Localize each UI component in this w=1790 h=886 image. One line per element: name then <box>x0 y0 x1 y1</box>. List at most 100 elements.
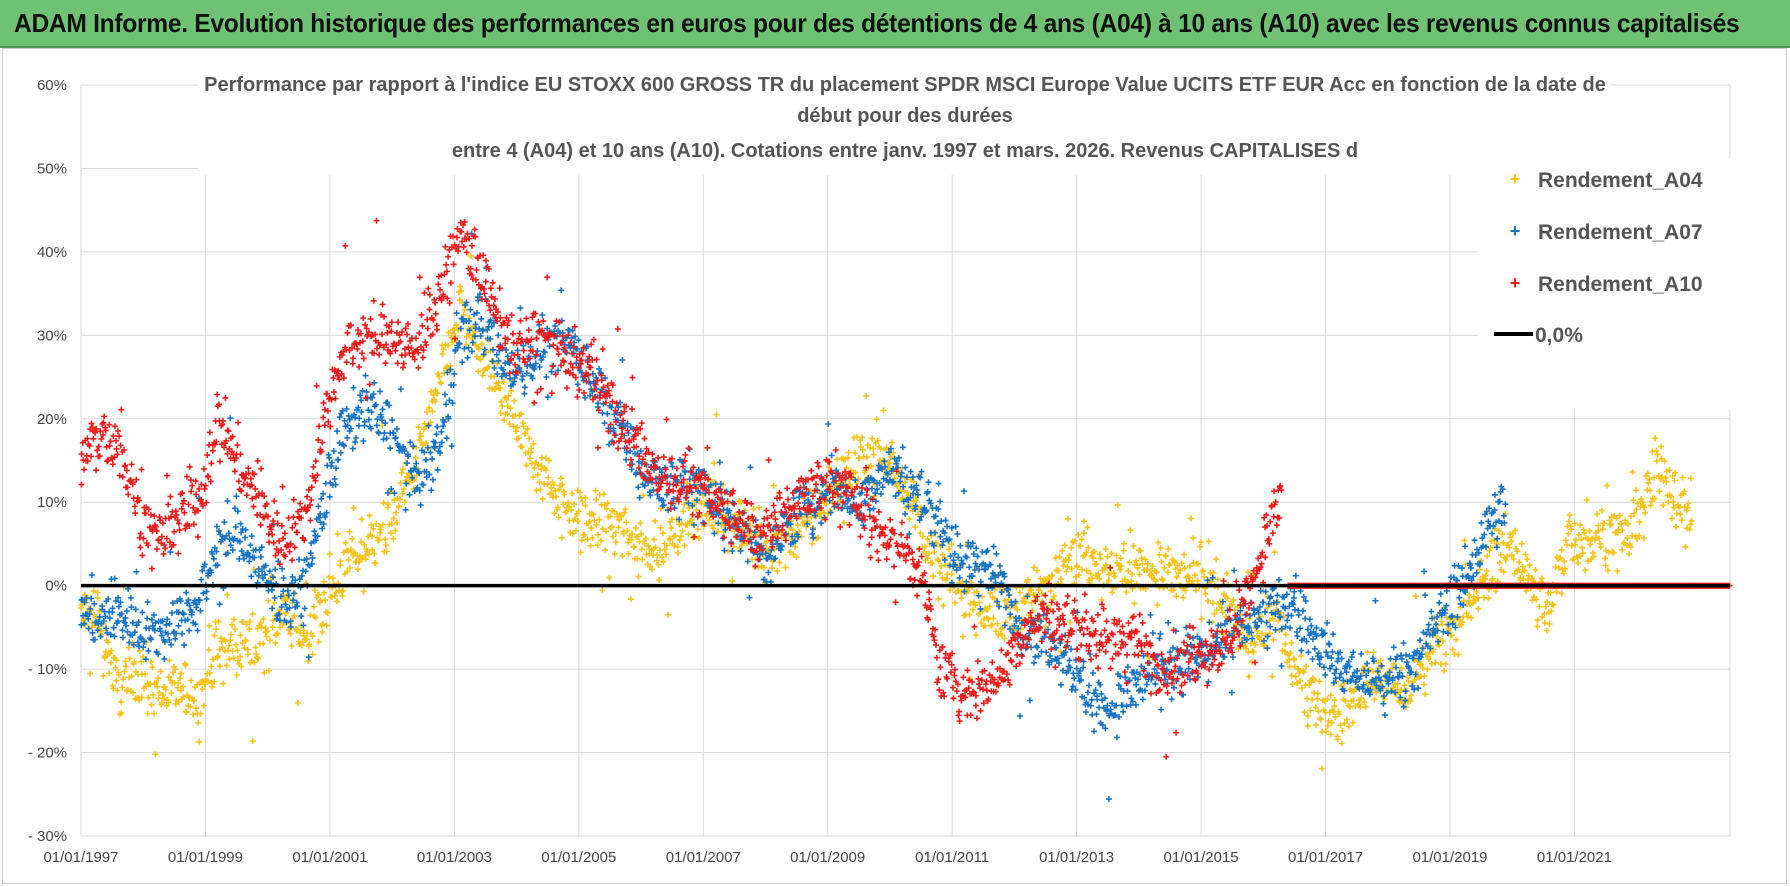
data-point-marker <box>866 506 873 513</box>
data-point-marker <box>459 238 466 245</box>
data-point-marker <box>1331 697 1338 704</box>
data-point-marker <box>561 491 568 498</box>
data-point-marker <box>859 447 866 454</box>
data-point-marker <box>1177 665 1184 672</box>
data-point-marker <box>317 519 324 526</box>
data-point-marker <box>521 384 528 391</box>
data-point-marker <box>1208 578 1215 585</box>
data-point-marker <box>1250 649 1257 655</box>
data-point-marker <box>1663 478 1670 485</box>
data-point-marker <box>1571 520 1578 527</box>
data-point-marker <box>170 541 177 548</box>
data-point-marker <box>1008 602 1015 609</box>
data-point-marker <box>550 481 557 488</box>
data-point-marker <box>186 627 193 634</box>
data-point-marker <box>895 489 902 496</box>
data-point-marker <box>607 513 614 520</box>
data-point-marker <box>615 404 622 411</box>
data-point-marker <box>861 516 868 523</box>
data-point-marker <box>396 332 403 339</box>
data-point-marker <box>346 416 353 423</box>
data-point-marker <box>310 464 317 470</box>
data-point-marker <box>326 551 333 558</box>
data-point-marker <box>931 529 938 536</box>
data-point-marker <box>1625 520 1632 527</box>
data-point-marker <box>679 487 685 494</box>
data-point-marker <box>514 424 520 431</box>
data-point-marker <box>274 510 281 516</box>
data-point-marker <box>443 435 450 442</box>
data-point-marker <box>1267 630 1274 637</box>
data-point-marker <box>552 323 559 329</box>
data-point-marker <box>874 523 880 530</box>
data-point-marker <box>112 664 119 671</box>
data-point-marker <box>451 241 458 248</box>
data-point-marker <box>1129 571 1136 578</box>
data-point-marker <box>205 678 211 685</box>
data-point-marker <box>399 490 406 497</box>
data-point-marker <box>500 366 507 373</box>
data-point-marker <box>628 466 635 473</box>
data-point-marker <box>551 510 558 517</box>
data-point-marker <box>1415 685 1422 692</box>
data-point-marker <box>319 629 326 635</box>
data-point-marker <box>1154 602 1161 608</box>
data-point-marker <box>1533 596 1540 603</box>
data-point-marker <box>373 520 380 527</box>
axis-labels: 60%50%40%30%20%10%0%- 10%- 20%- 30%01/01… <box>28 77 1612 866</box>
data-point-marker <box>548 368 555 375</box>
data-point-marker <box>582 494 589 501</box>
data-point-marker <box>87 670 94 677</box>
data-point-marker <box>279 565 286 572</box>
data-point-marker <box>517 317 524 324</box>
data-point-marker <box>1568 526 1575 533</box>
data-point-marker <box>181 509 188 516</box>
data-point-marker <box>797 484 804 491</box>
data-point-marker <box>1318 765 1325 772</box>
data-point-marker <box>187 477 194 484</box>
data-point-marker <box>489 279 496 286</box>
data-point-marker <box>866 541 873 548</box>
data-point-marker <box>715 511 722 518</box>
data-point-marker <box>1075 673 1082 679</box>
data-point-marker <box>547 490 554 497</box>
data-point-marker <box>935 557 942 564</box>
data-point-marker <box>1120 708 1127 715</box>
data-point-marker <box>264 628 271 635</box>
data-point-marker <box>1267 623 1274 630</box>
data-point-marker <box>668 500 674 507</box>
data-point-marker <box>180 693 187 700</box>
data-point-marker <box>81 466 88 473</box>
data-point-marker <box>579 498 586 505</box>
data-point-marker <box>196 486 203 492</box>
data-point-marker <box>233 493 240 500</box>
data-point-marker <box>515 435 522 441</box>
data-point-marker <box>1170 586 1177 593</box>
data-point-marker <box>298 572 305 579</box>
data-point-marker <box>382 542 389 548</box>
data-point-marker <box>417 433 424 440</box>
data-point-marker <box>962 553 969 560</box>
data-point-marker <box>366 512 373 519</box>
data-point-marker <box>1117 555 1124 562</box>
data-point-marker <box>1142 687 1148 694</box>
data-point-marker <box>1646 487 1653 494</box>
data-point-marker <box>1492 588 1499 594</box>
data-point-marker <box>946 536 953 543</box>
data-point-marker <box>831 500 838 507</box>
data-point-marker <box>478 315 485 322</box>
data-point-marker <box>142 656 149 663</box>
data-point-marker <box>1397 694 1404 701</box>
data-point-marker <box>111 454 118 461</box>
data-point-marker <box>493 306 499 312</box>
data-point-marker <box>1494 535 1501 542</box>
data-point-marker <box>478 341 485 348</box>
data-point-marker <box>249 495 256 502</box>
data-point-marker <box>769 534 776 540</box>
data-point-marker <box>259 568 266 575</box>
data-point-marker <box>612 529 619 536</box>
data-point-marker <box>196 738 203 745</box>
data-point-marker <box>238 663 245 670</box>
data-point-marker <box>707 481 714 488</box>
data-point-marker <box>1061 542 1068 549</box>
